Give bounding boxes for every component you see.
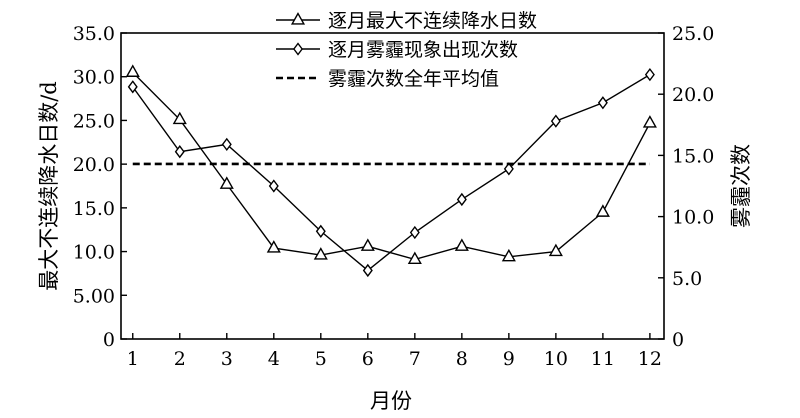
left-y-tick-label: 20.0 (73, 154, 115, 176)
plot-frame (120, 32, 665, 340)
triangle-point (501, 248, 516, 262)
triangle-point (313, 247, 328, 260)
x-tick-label: 10 (544, 348, 568, 370)
diamond-point (456, 192, 467, 207)
left-y-tick-label: 15.0 (73, 198, 115, 220)
right-y-tick-label: 5.0 (672, 268, 702, 290)
legend-label: 逐月雾霾现象出现次数 (328, 39, 518, 61)
right-y-axis-title: 雾霾次数 (729, 144, 753, 228)
diamond-point (268, 179, 279, 193)
diamond-point (550, 114, 561, 128)
left-y-axis-title: 最大不连续降水日数/d (37, 81, 61, 291)
legend-label: 逐月最大不连续降水日数 (328, 10, 537, 32)
diamond-point (174, 145, 185, 159)
right-y-tick-label: 25.0 (672, 23, 714, 45)
triangle-point (266, 240, 281, 253)
x-axis-title: 月份 (370, 389, 412, 413)
legend-marker (293, 42, 303, 56)
triangle-point (454, 238, 469, 251)
left-y-tick-label: 0 (103, 329, 115, 351)
right-y-tick-label: 20.0 (672, 84, 714, 106)
diamond-point (362, 263, 373, 278)
x-tick-label: 9 (503, 348, 515, 370)
triangle-point (219, 176, 234, 189)
left-y-axis: 0 5.00 10.0 15.0 20.0 25.0 30.0 35.0 (73, 23, 127, 351)
x-tick-label: 12 (638, 348, 662, 370)
series-1 (125, 64, 657, 265)
x-axis: 1 2 3 4 5 6 7 8 9 10 11 12 (127, 333, 662, 370)
x-tick-label: 4 (268, 348, 280, 370)
triangle-point (407, 251, 422, 265)
diamond-point (644, 67, 655, 82)
triangle-point (548, 243, 563, 257)
triangle-point (595, 204, 610, 217)
right-y-tick-label: 10.0 (672, 207, 714, 229)
diamond-point (221, 137, 232, 152)
x-tick-label: 1 (127, 348, 139, 370)
triangle-point (125, 64, 140, 77)
legend-item: 逐月最大不连续降水日数 (276, 10, 537, 32)
x-tick-label: 6 (362, 348, 374, 370)
x-tick-label: 2 (174, 348, 186, 370)
triangle-point (360, 238, 375, 251)
x-tick-label: 8 (456, 348, 468, 370)
series-line (132, 71, 651, 261)
diamond-point (503, 162, 514, 176)
series-layer (125, 64, 657, 278)
left-y-tick-label: 25.0 (73, 110, 115, 132)
legend-item: 雾霾次数全年平均值 (276, 68, 499, 90)
legend-label: 雾霾次数全年平均值 (328, 68, 499, 90)
diamond-point (127, 80, 138, 94)
diamond-point (315, 224, 326, 238)
legend-marker (290, 12, 306, 25)
left-y-tick-label: 35.0 (73, 23, 115, 45)
diamond-point (597, 96, 608, 110)
x-tick-label: 7 (409, 348, 421, 370)
x-tick-label: 5 (315, 348, 327, 370)
triangle-point (642, 115, 657, 128)
x-tick-label: 3 (221, 348, 233, 370)
diamond-point (409, 225, 420, 240)
legend-item: 逐月雾霾现象出现次数 (276, 39, 518, 61)
left-y-tick-label: 10.0 (73, 242, 115, 264)
x-tick-label: 11 (591, 348, 615, 370)
right-y-tick-label: 0 (672, 329, 684, 351)
triangle-point (172, 111, 187, 125)
left-y-tick-label: 5.00 (73, 285, 115, 307)
plot-border (120, 32, 665, 340)
series-2 (127, 67, 655, 278)
series-line (132, 74, 651, 272)
right-y-axis: 0 5.0 10.0 15.0 20.0 25.0 (658, 23, 714, 351)
right-y-tick-label: 15.0 (672, 145, 714, 167)
left-y-tick-label: 30.0 (73, 67, 115, 89)
